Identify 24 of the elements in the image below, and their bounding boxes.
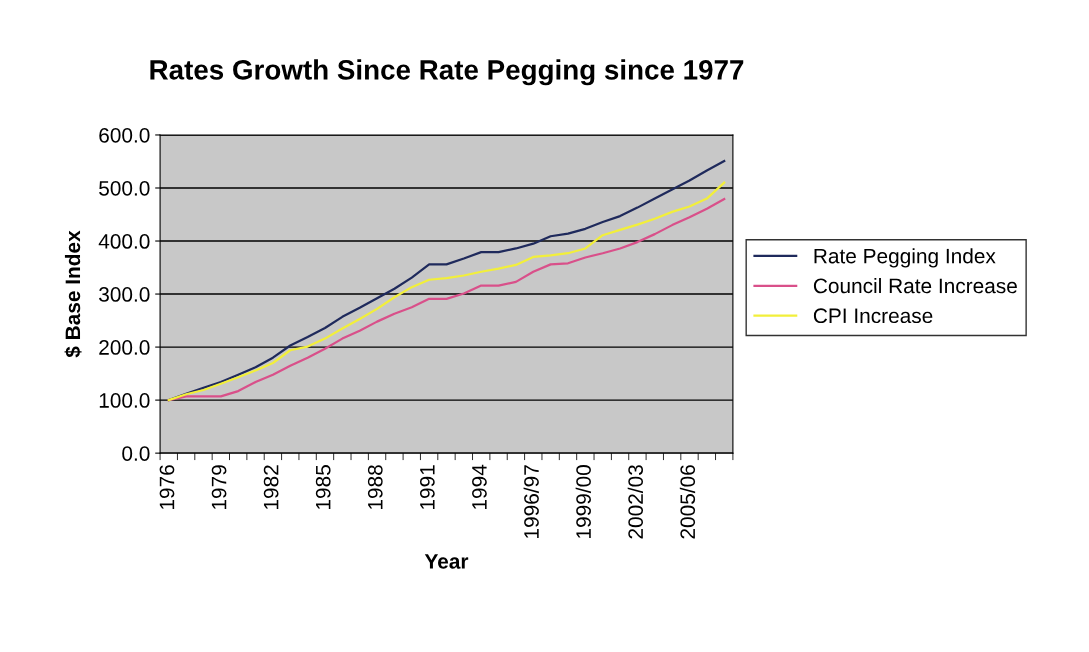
y-tick-label: 0.0 — [122, 446, 150, 461]
y-tick-label: 500.0 — [99, 180, 150, 196]
legend-label: CPI Increase — [813, 308, 933, 324]
x-tick-label: 1976 — [159, 465, 175, 509]
x-axis-title: Year — [424, 554, 469, 569]
x-tick-label: 1985 — [315, 465, 331, 509]
x-tick-label: 1988 — [367, 465, 383, 509]
legend-label: Rate Pegging Index — [814, 248, 996, 268]
y-axis-title: $ Base Index — [64, 230, 82, 358]
y-tick-label: 300.0 — [99, 287, 150, 302]
x-tick-label: 2005/06 — [679, 465, 696, 539]
y-tick-label: 100.0 — [99, 393, 150, 408]
y-tick-label: 400.0 — [98, 234, 150, 249]
x-tick-label: 1991 — [419, 465, 435, 509]
y-tick-label: 600.0 — [99, 127, 150, 143]
legend-label: Council Rate Increase — [813, 277, 1017, 294]
x-tick-label: 1994 — [472, 464, 487, 509]
x-tick-label: 1996/97 — [523, 465, 539, 538]
x-tick-label: 1979 — [211, 465, 227, 509]
x-tick-label: 1982 — [263, 465, 279, 509]
x-tick-label: 2002/03 — [627, 465, 644, 539]
y-tick-label: 200.0 — [99, 340, 150, 355]
x-tick-label: 1999/00 — [575, 465, 591, 538]
chart-title: Rates Growth Since Rate Pegging since 1977 — [150, 59, 744, 86]
